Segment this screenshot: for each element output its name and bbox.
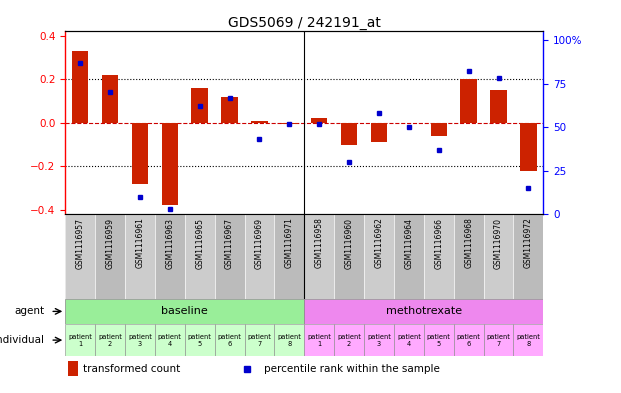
Text: GSM1116963: GSM1116963 [165, 218, 175, 268]
Bar [95, 214, 125, 299]
Text: GSM1116959: GSM1116959 [106, 218, 114, 268]
Text: patient
7: patient 7 [487, 334, 510, 347]
Bar [125, 324, 155, 356]
Bar [161, 123, 178, 206]
Text: GSM1116964: GSM1116964 [404, 218, 414, 268]
Text: patient
2: patient 2 [98, 334, 122, 347]
Bar [430, 123, 447, 136]
Bar [454, 214, 484, 299]
Bar [491, 90, 507, 123]
Text: patient
7: patient 7 [248, 334, 271, 347]
Text: GSM1116970: GSM1116970 [494, 218, 503, 268]
Text: GSM1116971: GSM1116971 [285, 218, 294, 268]
Bar [185, 214, 215, 299]
Bar [245, 214, 274, 299]
Text: methotrexate: methotrexate [386, 307, 462, 316]
Bar [454, 324, 484, 356]
Bar [334, 214, 364, 299]
Text: patient
6: patient 6 [217, 334, 242, 347]
Bar [221, 97, 238, 123]
Bar [185, 324, 215, 356]
Bar [102, 75, 118, 123]
Text: GSM1116969: GSM1116969 [255, 218, 264, 268]
Bar [334, 324, 364, 356]
Text: patient
2: patient 2 [337, 334, 361, 347]
Bar [155, 324, 185, 356]
Bar [95, 324, 125, 356]
Bar [215, 324, 245, 356]
Bar [371, 123, 388, 142]
Text: patient
4: patient 4 [158, 334, 182, 347]
Bar [274, 214, 304, 299]
Bar [424, 324, 454, 356]
Text: agent: agent [14, 307, 44, 316]
Text: GSM1116962: GSM1116962 [374, 218, 384, 268]
Text: baseline: baseline [161, 307, 208, 316]
Bar [65, 299, 304, 324]
Text: patient
5: patient 5 [188, 334, 212, 347]
Bar [68, 362, 78, 376]
Text: patient
4: patient 4 [397, 334, 421, 347]
Text: transformed count: transformed count [83, 364, 181, 374]
Bar [341, 123, 357, 145]
Text: GSM1116966: GSM1116966 [434, 218, 443, 268]
Bar [191, 88, 208, 123]
Text: GSM1116958: GSM1116958 [315, 218, 324, 268]
Bar [304, 324, 334, 356]
Bar [460, 79, 477, 123]
Bar [484, 324, 514, 356]
Bar [394, 324, 424, 356]
Bar [304, 214, 334, 299]
Bar [394, 214, 424, 299]
Text: percentile rank within the sample: percentile rank within the sample [264, 364, 440, 374]
Bar [125, 214, 155, 299]
Text: patient
1: patient 1 [68, 334, 92, 347]
Bar [514, 214, 543, 299]
Text: patient
3: patient 3 [128, 334, 152, 347]
Text: patient
8: patient 8 [517, 334, 540, 347]
Text: patient
5: patient 5 [427, 334, 451, 347]
Text: GSM1116960: GSM1116960 [345, 218, 353, 268]
Text: GSM1116957: GSM1116957 [76, 218, 84, 268]
Bar [484, 214, 514, 299]
Bar [155, 214, 185, 299]
Bar [520, 123, 537, 171]
Text: GSM1116967: GSM1116967 [225, 218, 234, 268]
Bar [364, 214, 394, 299]
Bar [245, 324, 274, 356]
Text: GSM1116965: GSM1116965 [195, 218, 204, 268]
Bar [281, 123, 297, 124]
Bar [304, 299, 543, 324]
Text: patient
1: patient 1 [307, 334, 331, 347]
Bar [65, 324, 95, 356]
Bar [65, 214, 95, 299]
Bar [72, 51, 88, 123]
Title: GDS5069 / 242191_at: GDS5069 / 242191_at [228, 17, 381, 30]
Text: GSM1116972: GSM1116972 [524, 218, 533, 268]
Text: GSM1116961: GSM1116961 [135, 218, 145, 268]
Bar [311, 118, 327, 123]
Text: patient
3: patient 3 [367, 334, 391, 347]
Bar [274, 324, 304, 356]
Bar [514, 324, 543, 356]
Text: individual: individual [0, 335, 44, 345]
Bar [424, 214, 454, 299]
Bar [215, 214, 245, 299]
Text: GSM1116968: GSM1116968 [464, 218, 473, 268]
Bar [132, 123, 148, 184]
Bar [252, 121, 268, 123]
Text: patient
6: patient 6 [456, 334, 481, 347]
Text: patient
8: patient 8 [278, 334, 301, 347]
Bar [364, 324, 394, 356]
